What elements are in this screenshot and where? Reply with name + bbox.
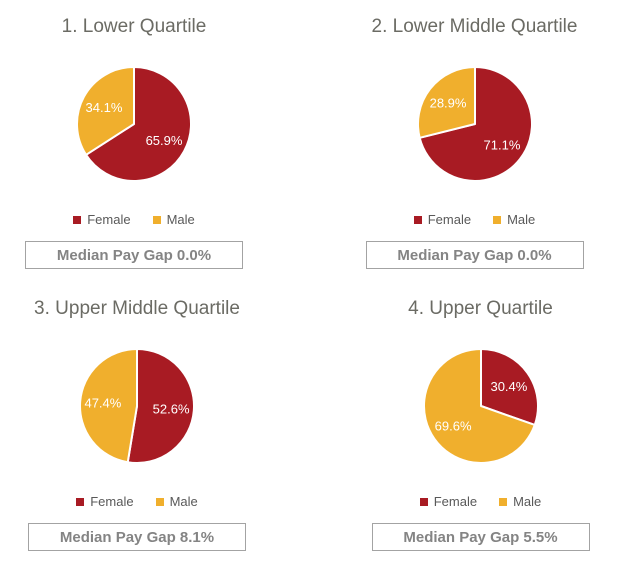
pie-chart: 30.4% 69.6%	[422, 348, 539, 464]
male-swatch-icon	[499, 497, 508, 506]
legend-label-female: Female	[433, 494, 478, 509]
legend-item-male: Male	[499, 494, 541, 509]
median-pay-gap-box: Median Pay Gap 5.5%	[371, 523, 590, 551]
legend-label-female: Female	[90, 494, 134, 509]
pie-label-male: 28.9%	[429, 95, 466, 110]
chart-legend: Female Male	[419, 494, 541, 509]
chart-panel-lower-quartile: 1. Lower Quartile 65.9% 34.1% Female Male…	[0, 0, 308, 282]
legend-label-male: Male	[169, 494, 198, 509]
pie-chart: 65.9% 34.1%	[76, 66, 192, 182]
legend-item-female: Female	[76, 494, 134, 509]
pie-chart-container: 65.9% 34.1%	[74, 64, 194, 184]
chart-panel-lower-middle-quartile: 2. Lower Middle Quartile 71.1% 28.9% Fema…	[308, 0, 617, 282]
panel-content: 2. Lower Middle Quartile 71.1% 28.9% Fema…	[320, 0, 617, 269]
panel-content: 3. Upper Middle Quartile 52.6% 47.4% Fema…	[0, 282, 291, 551]
pie-slice-male	[416, 66, 476, 139]
pie-label-female: 65.9%	[146, 133, 183, 148]
median-pay-gap-box: Median Pay Gap 0.0%	[365, 241, 584, 269]
median-pay-gap-label: Median Pay Gap 0.0%	[397, 246, 552, 264]
legend-label-male: Male	[166, 212, 195, 227]
pie-chart: 52.6% 47.4%	[79, 348, 195, 464]
male-swatch-icon	[152, 215, 161, 224]
median-pay-gap-label: Median Pay Gap 0.0%	[56, 246, 212, 264]
chart-panel-upper-quartile: 4. Upper Quartile 30.4% 69.6% Female Male…	[308, 282, 617, 564]
pie-slice-male	[79, 348, 138, 464]
female-swatch-icon	[419, 497, 428, 506]
legend-label-male: Male	[513, 494, 542, 509]
pie-label-male: 47.4%	[84, 396, 121, 411]
chart-panel-upper-middle-quartile: 3. Upper Middle Quartile 52.6% 47.4% Fema…	[0, 282, 308, 564]
male-swatch-icon	[155, 497, 164, 506]
chart-legend: Female Male	[413, 212, 535, 227]
legend-item-male: Male	[155, 494, 198, 509]
legend-item-female: Female	[413, 212, 472, 227]
legend-item-male: Male	[493, 212, 535, 227]
median-pay-gap-box: Median Pay Gap 8.1%	[28, 523, 246, 551]
pie-slice-male	[76, 66, 135, 156]
chart-title: 2. Lower Middle Quartile	[371, 16, 578, 37]
legend-item-male: Male	[152, 212, 195, 227]
pie-chart-container: 30.4% 69.6%	[421, 346, 541, 466]
pie-slice-female	[85, 66, 192, 182]
pie-chart: 71.1% 28.9%	[416, 66, 533, 182]
chart-title: 3. Upper Middle Quartile	[34, 298, 240, 319]
pie-chart-container: 71.1% 28.9%	[415, 64, 535, 184]
female-swatch-icon	[413, 215, 422, 224]
chart-legend: Female Male	[76, 494, 198, 509]
panel-content: 1. Lower Quartile 65.9% 34.1% Female Male…	[0, 0, 288, 269]
median-pay-gap-label: Median Pay Gap 8.1%	[59, 528, 215, 546]
legend-label-female: Female	[427, 212, 472, 227]
legend-label-male: Male	[507, 212, 536, 227]
pie-slice-male	[422, 348, 536, 464]
male-swatch-icon	[493, 215, 502, 224]
pie-label-female: 71.1%	[483, 138, 520, 153]
pie-chart-container: 52.6% 47.4%	[77, 346, 197, 466]
panel-content: 4. Upper Quartile 30.4% 69.6% Female Male…	[326, 282, 617, 551]
median-pay-gap-label: Median Pay Gap 5.5%	[403, 528, 558, 546]
pie-slice-female	[479, 348, 539, 426]
chart-legend: Female Male	[73, 212, 195, 227]
chart-title: 1. Lower Quartile	[61, 16, 207, 37]
chart-title: 4. Upper Quartile	[408, 298, 553, 319]
pie-label-male: 69.6%	[434, 418, 471, 433]
legend-label-female: Female	[87, 212, 131, 227]
pie-label-female: 52.6%	[153, 401, 190, 416]
female-swatch-icon	[76, 497, 85, 506]
legend-item-female: Female	[419, 494, 478, 509]
median-pay-gap-box: Median Pay Gap 0.0%	[25, 241, 243, 269]
pie-label-female: 30.4%	[490, 379, 527, 394]
legend-item-female: Female	[73, 212, 131, 227]
pie-label-male: 34.1%	[86, 100, 123, 115]
female-swatch-icon	[73, 215, 82, 224]
pie-slice-female	[126, 348, 195, 464]
